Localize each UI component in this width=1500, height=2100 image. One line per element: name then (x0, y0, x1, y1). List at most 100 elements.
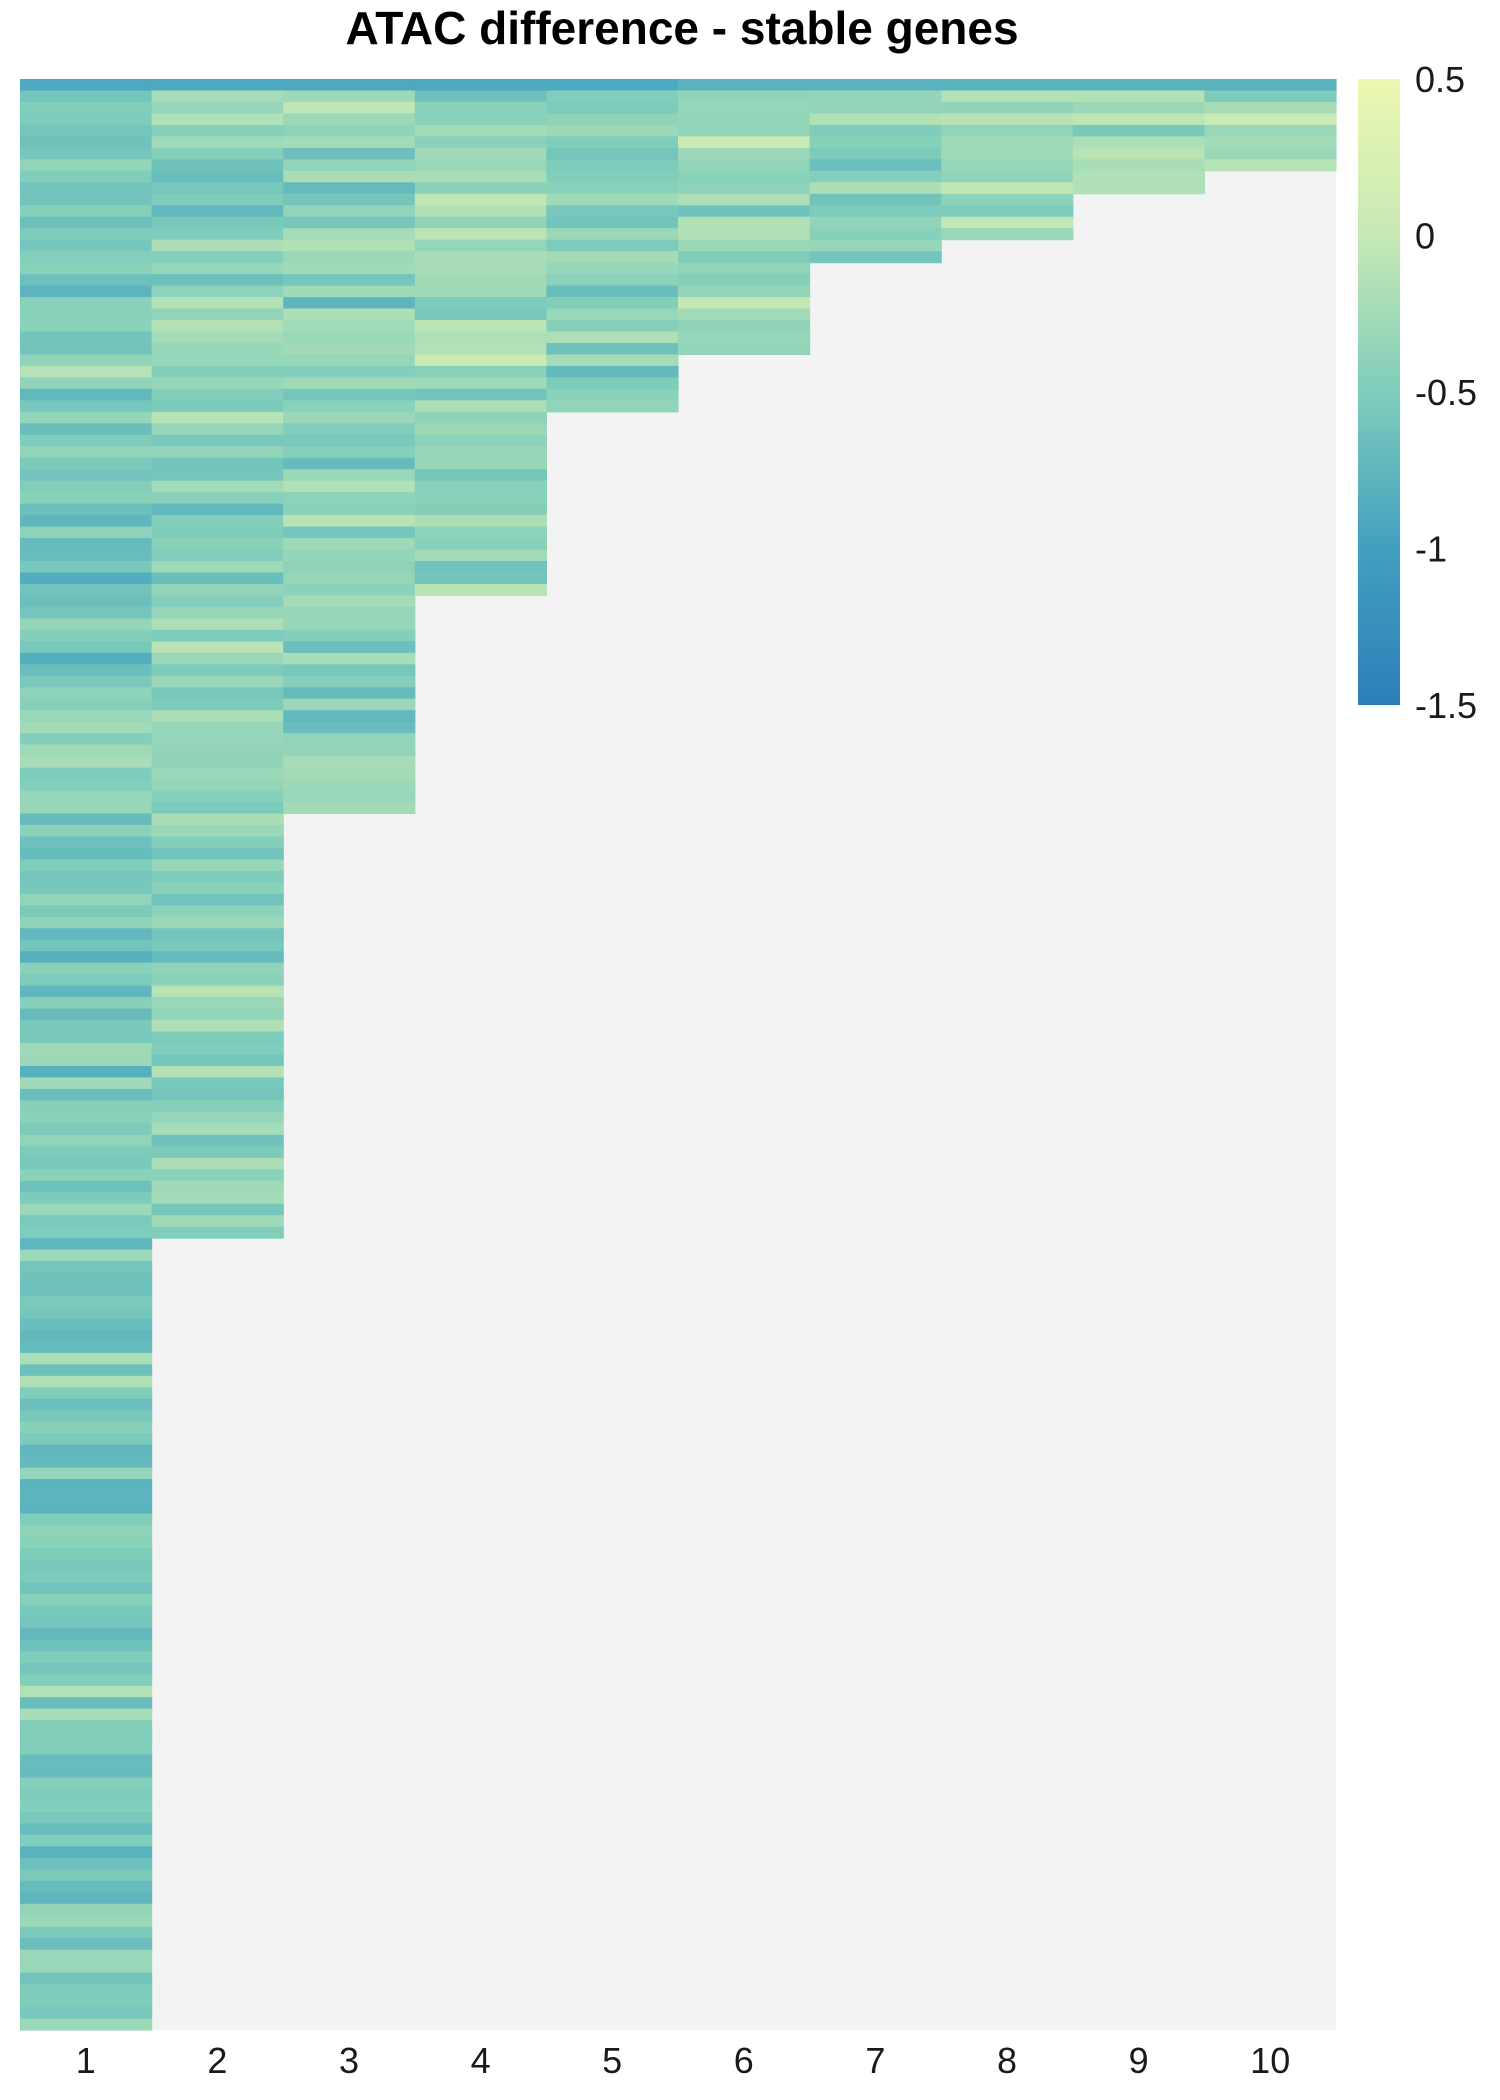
heatmap-cell (414, 457, 547, 470)
heatmap-cell (546, 113, 679, 126)
heatmap-cell (283, 503, 416, 516)
heatmap-cell (151, 377, 284, 390)
heatmap-cell (151, 1054, 284, 1067)
heatmap-cell (151, 297, 284, 310)
heatmap-cell (283, 641, 416, 654)
heatmap-cell (151, 1043, 284, 1056)
heatmap-cell (20, 1421, 153, 1434)
heatmap-cell (809, 90, 942, 103)
heatmap-cell (20, 1238, 153, 1251)
heatmap-cell (151, 228, 284, 241)
heatmap-cell (151, 802, 284, 815)
heatmap-cell (283, 411, 416, 424)
heatmap-cell (20, 1065, 153, 1079)
heatmap-cell (20, 974, 153, 987)
heatmap-cell (20, 1284, 153, 1297)
heatmap-cell (20, 1949, 153, 1962)
heatmap-cell (151, 1123, 284, 1136)
heatmap-cell (20, 90, 153, 103)
heatmap-cell (941, 147, 1074, 160)
heatmap-cell (283, 228, 416, 241)
heatmap-cell (151, 1146, 284, 1159)
heatmap-cell (20, 159, 153, 172)
heatmap-cell (941, 113, 1074, 126)
heatmap-cell (941, 216, 1074, 229)
heatmap-cell (20, 1834, 153, 1847)
heatmap-cell (20, 733, 153, 746)
heatmap-cell (283, 320, 416, 333)
heatmap-cell (20, 1318, 153, 1331)
heatmap-cell (151, 434, 284, 447)
heatmap-cell (283, 515, 416, 528)
heatmap-cell (20, 101, 153, 115)
heatmap-cell (151, 503, 284, 516)
heatmap-cell (20, 1593, 153, 1606)
heatmap-cell (20, 1387, 153, 1400)
heatmap-cell (283, 687, 416, 700)
heatmap-cell (283, 790, 416, 803)
heatmap-cell (414, 526, 547, 539)
heatmap-cell (283, 423, 416, 436)
heatmap-cell (20, 1639, 153, 1652)
heatmap-cell (20, 572, 153, 585)
heatmap-cell (546, 228, 679, 241)
heatmap-cell (20, 985, 153, 998)
heatmap-cell (20, 423, 153, 436)
heatmap-cell (20, 847, 153, 860)
heatmap-cell (151, 1020, 284, 1033)
heatmap-cell (151, 1226, 284, 1239)
heatmap-cell (283, 354, 416, 367)
heatmap-cell (941, 90, 1074, 103)
heatmap-cell (283, 251, 416, 264)
heatmap-cell (678, 147, 811, 160)
heatmap-cell (678, 182, 811, 195)
heatmap-cell (1072, 147, 1205, 160)
heatmap-cell (151, 308, 284, 321)
heatmap-cell (20, 618, 153, 631)
heatmap-cell (20, 997, 153, 1010)
x-tick-label: 10 (1250, 2040, 1290, 2081)
heatmap-cell (546, 251, 679, 264)
heatmap-cell (151, 1180, 284, 1193)
heatmap-cell (20, 1823, 153, 1836)
heatmap-cell (809, 251, 942, 264)
heatmap-cell (20, 675, 153, 688)
heatmap-cell (20, 1272, 153, 1285)
heatmap-cell (283, 526, 416, 539)
heatmap-cell (283, 170, 416, 183)
heatmap-cell (546, 216, 679, 229)
heatmap-cell (20, 1134, 153, 1147)
heatmap-cell (941, 205, 1074, 218)
heatmap-cell (20, 1410, 153, 1423)
heatmap-cell (20, 595, 153, 608)
heatmap-cell (414, 480, 547, 493)
heatmap-cell (20, 1582, 153, 1595)
heatmap-cell (20, 813, 153, 826)
heatmap-cell (20, 1777, 153, 1790)
heatmap-cell (283, 446, 416, 459)
heatmap-cell (546, 354, 679, 367)
heatmap-cell (20, 1961, 153, 1974)
heatmap-cell (546, 320, 679, 333)
heatmap-cell (283, 802, 416, 815)
heatmap-cell (283, 193, 416, 206)
heatmap-cell (20, 779, 153, 792)
heatmap-cell (151, 687, 284, 700)
heatmap-cell (20, 1869, 153, 1882)
heatmap-cell (151, 583, 284, 597)
heatmap-cell (809, 101, 942, 115)
heatmap-cell (151, 147, 284, 160)
heatmap-cell (151, 561, 284, 574)
heatmap-cell (546, 182, 679, 195)
heatmap-cell (546, 331, 679, 344)
heatmap-cell (678, 308, 811, 321)
heatmap-cell (414, 79, 547, 92)
heatmap-cell (20, 1054, 153, 1067)
heatmap-cell (283, 205, 416, 218)
heatmap-cell (941, 170, 1074, 183)
heatmap-cell (20, 928, 153, 941)
heatmap-cell (809, 170, 942, 183)
heatmap-cell (414, 561, 547, 574)
heatmap-cell (20, 1628, 153, 1641)
heatmap-cell (809, 124, 942, 137)
